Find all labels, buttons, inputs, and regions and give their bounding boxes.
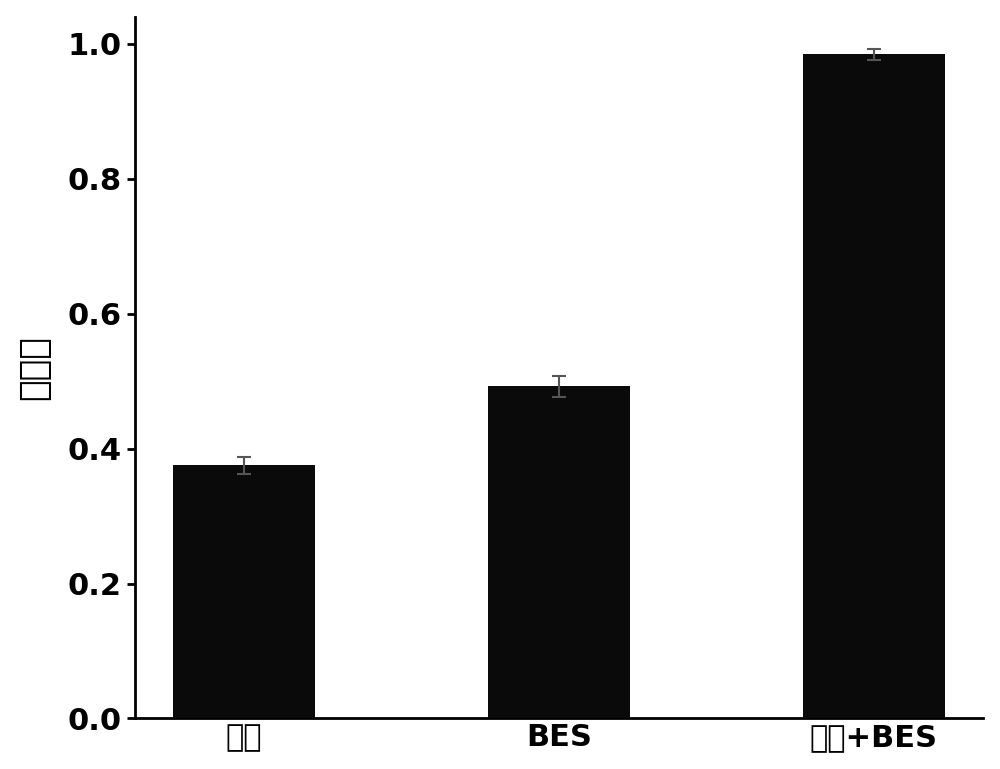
- Y-axis label: 降解率: 降解率: [17, 335, 51, 400]
- Bar: [173, 465, 315, 718]
- Bar: [803, 55, 945, 718]
- Bar: [488, 387, 630, 718]
